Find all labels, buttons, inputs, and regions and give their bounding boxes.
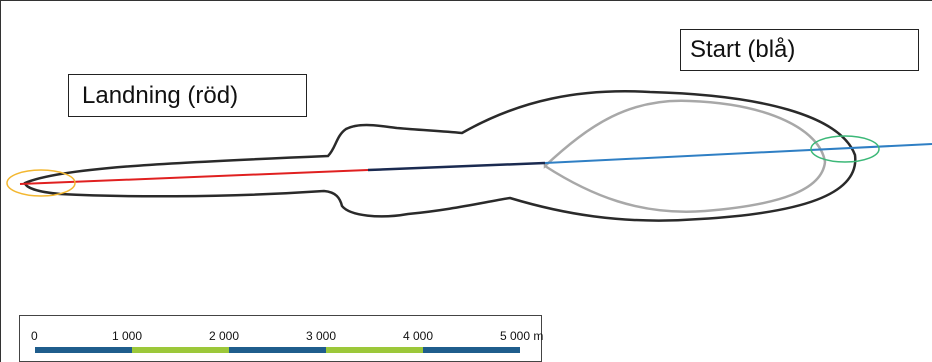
start-label: Start (blå) (680, 29, 919, 71)
scale-bar: 0 1 000 2 000 3 000 4 000 5 000 m (19, 315, 544, 362)
scale-bar-segment (229, 347, 326, 353)
landing-marker-ellipse (6, 169, 76, 197)
scale-bar-segment (132, 347, 229, 353)
scale-tick-label: 0 (31, 329, 38, 343)
landing-label: Landning (röd) (68, 74, 307, 117)
overlap-segment-line (367, 161, 546, 172)
takeoff-track-line (544, 143, 932, 164)
scale-tick-label: 2 000 (209, 329, 240, 343)
outer-noise-contour (23, 90, 857, 222)
scale-bar-segment (423, 347, 520, 353)
scale-tick-label: 3 000 (306, 329, 337, 343)
scale-bar-segment (35, 347, 132, 353)
scale-tick-label: 1 000 (112, 329, 143, 343)
inner-noise-contour (543, 99, 827, 213)
start-label-text: Start (blå) (690, 36, 796, 63)
scale-tick-label: 5 000 m (500, 329, 544, 343)
landing-label-text: Landning (röd) (82, 81, 239, 109)
landing-track-line (19, 169, 369, 185)
start-marker-ellipse (810, 135, 880, 163)
scale-bar-segment (326, 347, 423, 353)
scale-tick-label: 4 000 (403, 329, 434, 343)
